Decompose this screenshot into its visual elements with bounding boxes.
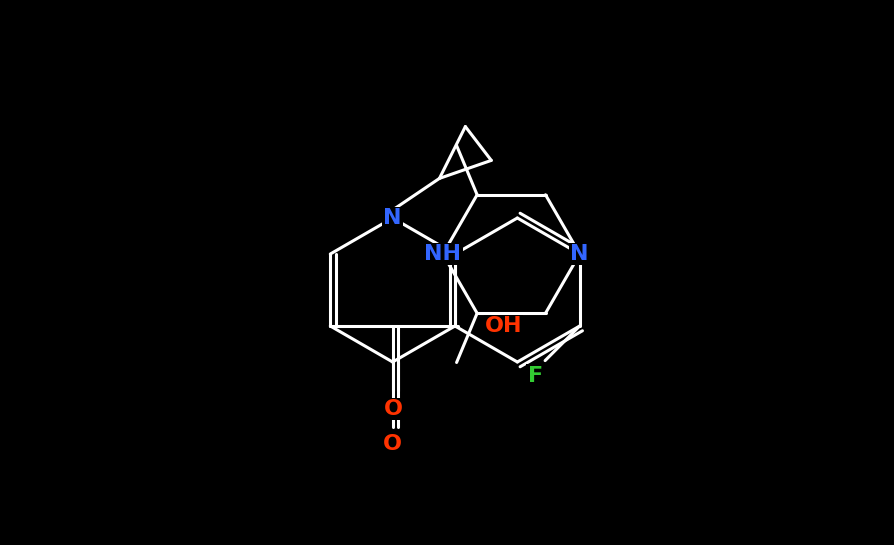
Text: NH: NH [425, 244, 461, 264]
Text: N: N [570, 244, 589, 264]
Text: F: F [527, 366, 543, 386]
Text: O: O [384, 434, 402, 454]
Text: O: O [384, 399, 402, 419]
Text: N: N [384, 208, 402, 228]
Text: OH: OH [485, 316, 522, 336]
